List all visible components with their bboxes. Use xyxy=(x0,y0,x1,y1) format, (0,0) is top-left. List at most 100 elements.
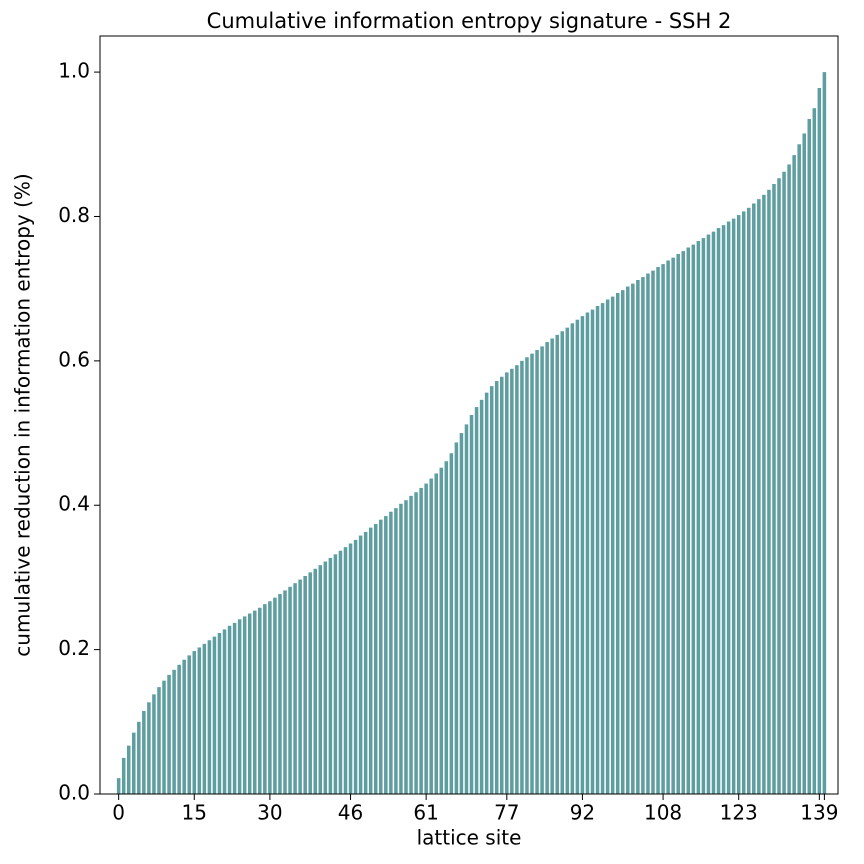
bar xyxy=(802,133,806,794)
bar xyxy=(167,674,171,794)
bar xyxy=(752,203,756,794)
bar xyxy=(142,710,146,794)
bar xyxy=(197,647,202,794)
bar xyxy=(767,189,771,794)
bar xyxy=(691,244,696,794)
bar xyxy=(373,524,378,794)
bar xyxy=(207,640,212,794)
bar xyxy=(489,386,494,794)
bar xyxy=(530,353,534,794)
y-tick-label: 0.2 xyxy=(58,636,90,660)
bar xyxy=(449,453,454,794)
x-tick-label: 46 xyxy=(338,801,363,825)
bar xyxy=(580,316,585,794)
bar xyxy=(585,312,590,794)
bar xyxy=(631,283,635,794)
bar xyxy=(263,604,267,794)
bar xyxy=(792,155,796,795)
y-tick-label: 0.8 xyxy=(58,203,90,227)
bar xyxy=(242,616,247,794)
bar xyxy=(247,613,252,794)
bar xyxy=(686,247,691,795)
bar xyxy=(318,565,323,794)
bar xyxy=(812,108,817,794)
bar xyxy=(696,241,701,795)
bar xyxy=(333,554,338,794)
bar xyxy=(822,72,827,795)
bar xyxy=(212,636,217,794)
bar xyxy=(570,323,575,794)
bar xyxy=(555,334,559,794)
y-tick-label: 0.6 xyxy=(58,347,90,371)
bar xyxy=(651,270,655,795)
y-tick-label: 0.0 xyxy=(58,781,90,805)
bar xyxy=(666,260,670,794)
bar xyxy=(479,399,484,794)
bar xyxy=(394,508,398,794)
bar xyxy=(338,550,343,794)
bar xyxy=(671,257,675,794)
bar xyxy=(484,392,489,794)
bar xyxy=(454,442,459,794)
bar xyxy=(439,467,444,794)
bar xyxy=(268,601,272,794)
bar xyxy=(409,495,413,794)
bar xyxy=(641,277,645,794)
bar xyxy=(605,299,610,794)
bar xyxy=(182,659,186,794)
bar xyxy=(661,264,665,794)
bar xyxy=(716,228,721,794)
bar xyxy=(121,757,126,794)
y-tick-label: 0.4 xyxy=(58,492,90,516)
bar xyxy=(404,500,408,794)
bar xyxy=(797,144,801,795)
bar xyxy=(721,225,726,795)
bar xyxy=(399,503,403,794)
bar xyxy=(731,218,736,794)
bar xyxy=(817,87,822,794)
bar xyxy=(424,483,428,794)
x-tick-label: 108 xyxy=(644,801,682,825)
bar xyxy=(177,664,181,794)
bar xyxy=(525,357,529,794)
x-tick-label: 77 xyxy=(494,801,519,825)
bar xyxy=(252,610,257,794)
bar xyxy=(328,557,333,794)
bar xyxy=(772,183,776,794)
x-tick-label: 92 xyxy=(570,801,595,825)
bar xyxy=(701,238,706,795)
bar xyxy=(368,527,373,794)
bar xyxy=(384,516,388,794)
bar xyxy=(656,267,660,794)
bar xyxy=(757,199,761,794)
bar xyxy=(222,629,227,794)
bar xyxy=(308,572,312,794)
bar xyxy=(227,625,232,794)
bar xyxy=(353,539,358,794)
bar xyxy=(343,547,348,794)
bar xyxy=(515,365,519,794)
bar xyxy=(626,286,630,794)
bar xyxy=(610,296,615,794)
bar xyxy=(147,702,151,794)
bar xyxy=(545,342,549,794)
bar xyxy=(283,590,287,794)
bar xyxy=(152,694,156,794)
bar xyxy=(535,350,539,794)
x-tick-label: 0 xyxy=(112,801,125,825)
bar xyxy=(217,633,222,794)
bar xyxy=(273,597,277,794)
bar xyxy=(348,543,353,794)
bar xyxy=(590,309,595,794)
bar xyxy=(550,338,554,794)
bar xyxy=(303,575,307,794)
bar xyxy=(676,254,680,794)
x-tick-label: 139 xyxy=(800,801,838,825)
bar xyxy=(192,651,197,794)
bar xyxy=(620,290,625,794)
bar xyxy=(505,372,509,794)
bar xyxy=(560,331,565,794)
bar xyxy=(706,234,711,794)
bar xyxy=(379,519,383,794)
bar xyxy=(600,303,605,794)
